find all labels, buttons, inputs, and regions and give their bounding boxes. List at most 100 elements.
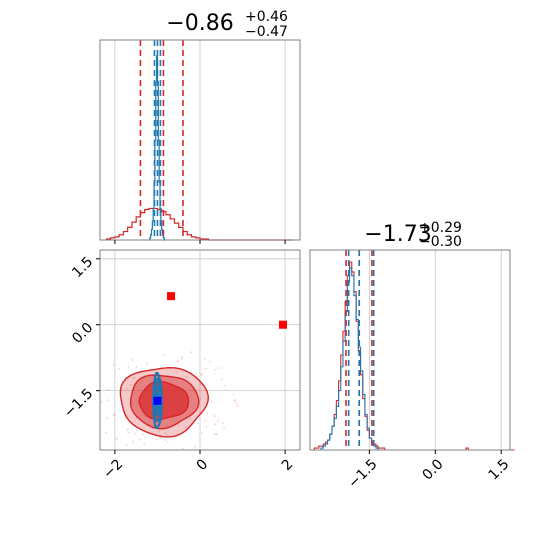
sample-point bbox=[163, 354, 166, 357]
sample-point bbox=[236, 404, 239, 407]
sample-point bbox=[189, 417, 192, 420]
sample-point bbox=[204, 383, 207, 386]
title-x-upper-error: +0.46 bbox=[245, 9, 288, 25]
title-y-lower-error: −0.30 bbox=[419, 234, 462, 250]
y-tick-label: 0.0 bbox=[69, 320, 96, 347]
sample-point bbox=[107, 388, 109, 391]
panel-marginal-y: −1.5 0.0 1.5 bbox=[309, 249, 515, 492]
sample-point bbox=[197, 422, 200, 425]
sample-point bbox=[132, 377, 135, 380]
sample-point bbox=[159, 437, 162, 439]
sample-point bbox=[194, 445, 196, 448]
histogram-red bbox=[313, 261, 515, 451]
sample-point bbox=[115, 438, 118, 441]
sample-point bbox=[106, 417, 108, 420]
sample-point bbox=[213, 415, 216, 417]
x-tick-label: −2 bbox=[100, 456, 126, 482]
sample-point bbox=[113, 414, 116, 417]
sample-point bbox=[199, 398, 202, 400]
sample-point bbox=[213, 433, 216, 435]
sample-point bbox=[217, 420, 220, 423]
y-tick-label: 1.5 bbox=[69, 254, 96, 281]
sample-point bbox=[100, 401, 103, 404]
sample-point bbox=[221, 422, 224, 425]
sample-point bbox=[131, 359, 134, 361]
contour-red bbox=[138, 380, 190, 421]
panel-marginal-x bbox=[99, 39, 301, 244]
sample-point bbox=[177, 423, 180, 426]
sample-point bbox=[181, 447, 184, 450]
sample-point bbox=[185, 376, 188, 378]
sample-point bbox=[206, 412, 208, 415]
sample-point bbox=[208, 360, 211, 363]
marker-square bbox=[278, 320, 287, 329]
x-tick-label: 0 bbox=[194, 456, 212, 474]
sample-point bbox=[175, 371, 178, 374]
sample-point bbox=[204, 367, 207, 370]
sample-point bbox=[136, 429, 138, 432]
sample-point bbox=[200, 373, 203, 375]
sample-point bbox=[129, 383, 132, 386]
panel-marginal-y-frame bbox=[309, 249, 511, 451]
sample-point bbox=[198, 389, 201, 392]
sample-point bbox=[126, 428, 129, 431]
title-x-median: −0.86 bbox=[166, 11, 233, 36]
sample-point bbox=[136, 400, 139, 403]
sample-point bbox=[158, 430, 161, 433]
x-tick-label: −1.5 bbox=[345, 456, 380, 491]
sample-point bbox=[214, 423, 217, 426]
sample-point bbox=[127, 431, 130, 434]
sample-point bbox=[201, 432, 204, 434]
sample-point bbox=[214, 368, 217, 371]
sample-point bbox=[143, 442, 146, 445]
sample-point bbox=[125, 443, 128, 446]
x-tick-label: 1.5 bbox=[485, 456, 512, 483]
sample-point bbox=[189, 395, 192, 398]
panel-marginal-y-title: −1.73 bbox=[364, 222, 431, 247]
sample-point bbox=[134, 432, 137, 435]
title-x-lower-error: −0.47 bbox=[245, 24, 288, 40]
sample-point bbox=[224, 384, 227, 387]
sample-point bbox=[204, 425, 207, 428]
sample-point bbox=[223, 426, 225, 429]
title-y-median: −1.73 bbox=[364, 222, 431, 247]
x-tick-label: 2 bbox=[279, 456, 297, 474]
sample-point bbox=[133, 392, 136, 395]
marker-square bbox=[153, 396, 162, 405]
sample-point bbox=[145, 362, 148, 365]
sample-point bbox=[184, 426, 187, 428]
sample-point bbox=[235, 402, 238, 405]
sample-point bbox=[105, 431, 107, 434]
sample-point bbox=[203, 357, 206, 360]
sample-point bbox=[133, 376, 136, 379]
sample-point bbox=[180, 357, 183, 360]
sample-point bbox=[233, 398, 236, 401]
sample-point bbox=[181, 356, 183, 359]
sample-point bbox=[190, 351, 193, 354]
y-tick-label: −1.5 bbox=[61, 386, 96, 421]
sample-point bbox=[211, 401, 213, 403]
sample-point bbox=[176, 361, 179, 363]
sample-point bbox=[215, 433, 218, 436]
sample-point bbox=[164, 439, 167, 441]
sample-point bbox=[155, 438, 158, 441]
panel-joint: −2 0 2 1.5 0.0 −1.5 bbox=[61, 249, 301, 482]
sample-point bbox=[141, 433, 144, 436]
sample-point bbox=[127, 366, 130, 368]
sample-point bbox=[132, 401, 135, 404]
sample-point bbox=[200, 374, 203, 377]
sample-point bbox=[106, 399, 109, 402]
sample-point bbox=[112, 363, 115, 366]
sample-point bbox=[166, 441, 169, 443]
sample-point bbox=[135, 366, 138, 368]
sample-point bbox=[232, 393, 235, 396]
sample-point bbox=[164, 431, 167, 434]
panel-marginal-x-title: −0.86 bbox=[166, 11, 233, 36]
sample-point bbox=[217, 367, 220, 369]
sample-point bbox=[204, 419, 207, 422]
sample-point bbox=[118, 367, 121, 370]
sample-point bbox=[115, 436, 118, 439]
sample-point bbox=[143, 414, 146, 417]
sample-point bbox=[220, 378, 223, 381]
